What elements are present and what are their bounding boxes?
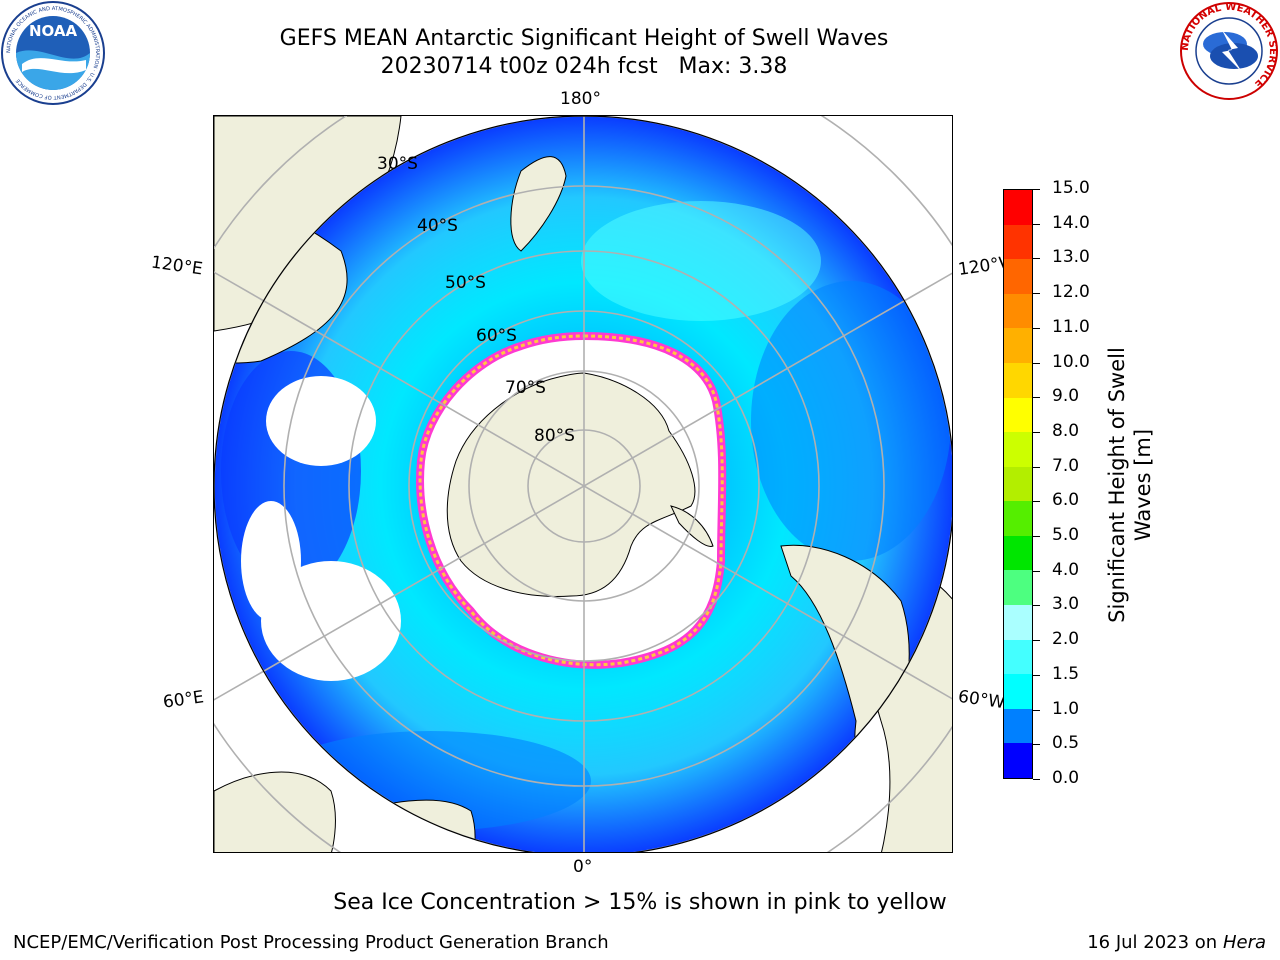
colorbar-tick-label: 14.0 — [1052, 212, 1090, 233]
lat-label-30s: 30°S — [377, 154, 418, 174]
colorbar-tick-mark — [1033, 536, 1040, 538]
colorbar-tick-label: 10.0 — [1052, 351, 1090, 372]
footer-credit: NCEP/EMC/Verification Post Processing Pr… — [13, 932, 609, 953]
colorbar-segment — [1004, 293, 1032, 329]
colorbar-tick-mark — [1033, 605, 1040, 607]
colorbar-tick-label: 9.0 — [1052, 386, 1080, 407]
colorbar-segment — [1004, 501, 1032, 536]
lat-label-60s: 60°S — [476, 326, 517, 346]
lon-label-0: 0° — [573, 857, 593, 877]
colorbar-label: Significant Height of Swell Waves [m] — [1105, 347, 1155, 623]
colorbar-tick-label: 5.0 — [1052, 525, 1080, 546]
colorbar-tick-mark — [1033, 327, 1040, 329]
land-corner-bottom-left — [214, 771, 336, 852]
colorbar-tick-mark — [1033, 640, 1040, 642]
colorbar-tick-label: 15.0 — [1052, 178, 1090, 198]
colorbar-tick-label: 2.0 — [1052, 629, 1080, 650]
colorbar-tick-mark — [1033, 744, 1040, 746]
colorbar-tick-mark — [1033, 501, 1040, 503]
land-antarctica — [446, 372, 696, 597]
chart-title: GEFS MEAN Antarctic Significant Height o… — [279, 26, 889, 51]
colorbar-tick-label: 0.0 — [1052, 768, 1080, 788]
colorbar-tick-mark — [1033, 570, 1040, 572]
colorbar — [1003, 189, 1033, 779]
colorbar-segment — [1004, 605, 1032, 640]
colorbar-tick-mark — [1033, 362, 1040, 364]
colorbar-segment — [1004, 362, 1032, 398]
longitude-gridlines — [263, 116, 905, 852]
colorbar-tick-mark — [1033, 293, 1040, 295]
colorbar-segment — [1004, 570, 1032, 606]
outer-gridlines — [214, 116, 952, 852]
colorbar-segment — [1004, 259, 1032, 294]
colorbar-tick-mark — [1033, 431, 1040, 433]
land-new-zealand — [510, 156, 567, 252]
colorbar-segment — [1004, 224, 1032, 260]
data-gap-patch — [266, 376, 376, 466]
colorbar-tick-label: 3.0 — [1052, 594, 1080, 615]
colorbar-tick-mark — [1033, 258, 1040, 260]
polar-map: 30°S 40°S 50°S 60°S 70°S 80°S — [214, 116, 952, 852]
colorbar-segment — [1004, 328, 1032, 363]
lon-label-180: 180° — [560, 89, 601, 109]
colorbar-tick-label: 12.0 — [1052, 282, 1090, 303]
colorbar-tick-label: 4.0 — [1052, 559, 1080, 580]
footer-date: 16 Jul 2023 on Hera — [1087, 932, 1266, 953]
colorbar-tick-mark — [1033, 674, 1040, 676]
lat-label-80s: 80°S — [534, 426, 575, 446]
colorbar-segment — [1004, 432, 1032, 467]
colorbar-tick-mark — [1033, 779, 1040, 780]
colorbar-segment — [1004, 674, 1032, 709]
lon-label-120e: 120°E — [149, 252, 204, 280]
colorbar-tick-label: 7.0 — [1052, 455, 1080, 476]
colorbar-segment — [1004, 639, 1032, 675]
colorbar-tick-label: 6.0 — [1052, 490, 1080, 511]
footer-date-text: 16 Jul 2023 on — [1087, 932, 1223, 953]
lon-label-60e: 60°E — [161, 687, 206, 713]
colorbar-tick-label: 1.5 — [1052, 663, 1080, 684]
colorbar-tick-mark — [1033, 466, 1040, 468]
colorbar-tick-mark — [1033, 223, 1040, 225]
colorbar-tick-mark — [1033, 397, 1040, 399]
colorbar-tick-mark — [1033, 189, 1040, 190]
colorbar-segment — [1004, 397, 1032, 433]
lon-label-60w: 60°W — [956, 686, 1007, 714]
lat-label-40s: 40°S — [417, 216, 458, 236]
sea-ice-caption: Sea Ice Concentration > 15% is shown in … — [333, 890, 947, 915]
nws-logo: NATIONAL WEATHER SERVICE — [1180, 2, 1278, 100]
data-gap-patch — [241, 501, 301, 621]
noaa-logo: NOAA NATIONAL OCEANIC AND ATMOSPHERIC AD… — [1, 1, 105, 105]
colorbar-tick-label: 0.5 — [1052, 733, 1080, 754]
colorbar-segment — [1004, 708, 1032, 744]
colorbar-segment — [1004, 466, 1032, 502]
colorbar-segment — [1004, 535, 1032, 571]
colorbar-tick-label: 13.0 — [1052, 247, 1090, 268]
map-panel: 30°S 40°S 50°S 60°S 70°S 80°S — [213, 115, 953, 853]
lat-label-50s: 50°S — [445, 273, 486, 293]
colorbar-tick-label: 8.0 — [1052, 420, 1080, 441]
footer-host: Hera — [1222, 932, 1266, 953]
colorbar-tick-label: 11.0 — [1052, 316, 1090, 337]
colorbar-tick-mark — [1033, 709, 1040, 711]
colorbar-segment — [1004, 743, 1032, 778]
chart-subtitle: 20230714 t00z 024h fcst Max: 3.38 — [380, 54, 788, 79]
colorbar-tick-label: 1.0 — [1052, 698, 1080, 719]
lat-label-70s: 70°S — [505, 378, 546, 398]
noaa-logo-text: NOAA — [29, 22, 78, 40]
colorbar-segment — [1004, 190, 1032, 225]
